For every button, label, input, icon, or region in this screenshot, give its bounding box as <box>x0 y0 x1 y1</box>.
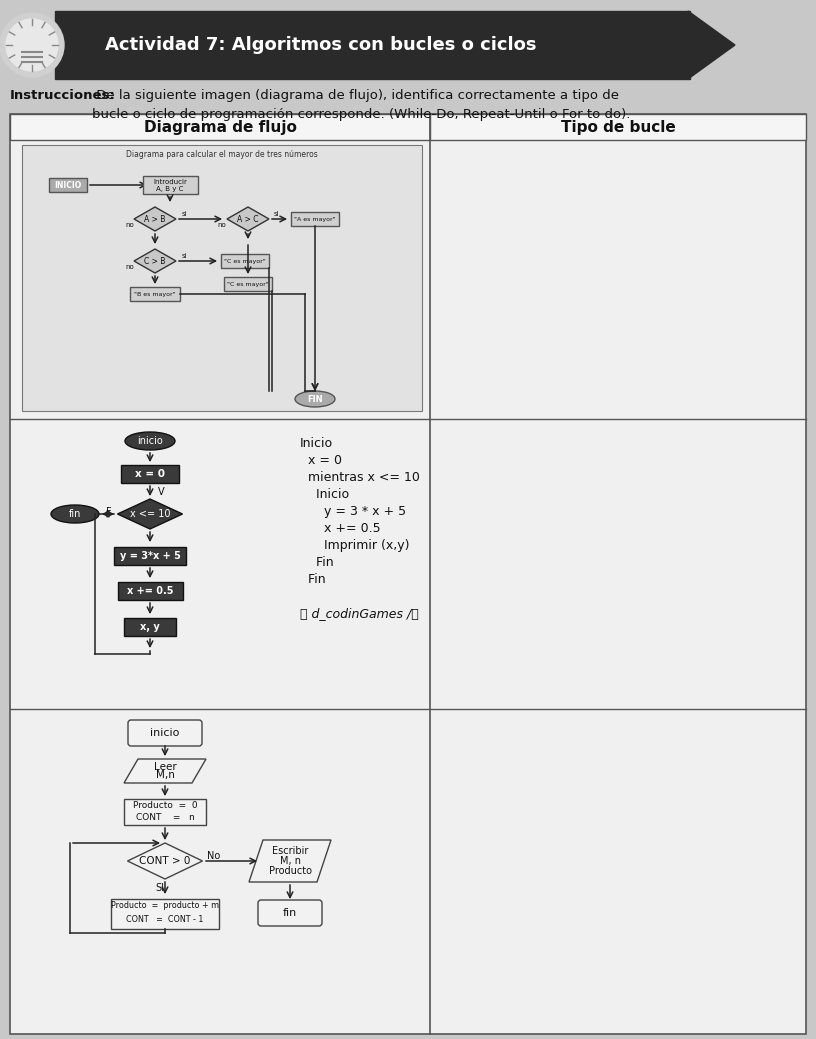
Ellipse shape <box>51 505 99 523</box>
Text: Actividad 7: Algoritmos con bucles o ciclos: Actividad 7: Algoritmos con bucles o cic… <box>105 36 536 54</box>
FancyBboxPatch shape <box>258 900 322 926</box>
Text: C > B: C > B <box>144 257 166 266</box>
Text: "C es mayor": "C es mayor" <box>224 259 266 264</box>
Text: V: V <box>158 487 165 497</box>
Text: M, n: M, n <box>280 856 300 865</box>
Polygon shape <box>227 207 269 231</box>
Text: Fin: Fin <box>300 556 334 569</box>
Text: si: si <box>274 211 280 217</box>
Text: "A es mayor": "A es mayor" <box>295 216 336 221</box>
Polygon shape <box>134 207 176 231</box>
Text: A > C: A > C <box>237 214 259 223</box>
Ellipse shape <box>295 391 335 407</box>
Text: CONT > 0: CONT > 0 <box>140 856 191 865</box>
Text: x = 0: x = 0 <box>300 454 342 467</box>
Text: si: si <box>182 211 188 217</box>
Bar <box>130 287 180 301</box>
Text: A, B y C: A, B y C <box>157 186 184 192</box>
Text: F: F <box>106 507 112 517</box>
Text: Fin: Fin <box>300 572 326 586</box>
Text: Leer: Leer <box>153 762 176 772</box>
Polygon shape <box>124 760 206 783</box>
Text: y = 3*x + 5: y = 3*x + 5 <box>120 551 180 561</box>
Text: SI: SI <box>156 883 165 893</box>
Text: Tipo de bucle: Tipo de bucle <box>561 119 676 134</box>
Text: no: no <box>125 222 134 228</box>
Polygon shape <box>55 11 690 79</box>
Text: fin: fin <box>283 908 297 918</box>
Bar <box>124 799 206 825</box>
Text: x += 0.5: x += 0.5 <box>126 586 173 596</box>
Polygon shape <box>249 840 331 882</box>
Text: Instrucciones:: Instrucciones: <box>10 89 116 102</box>
Text: x = 0: x = 0 <box>135 469 165 479</box>
Text: INICIO: INICIO <box>55 181 82 189</box>
Bar <box>221 254 269 268</box>
Bar <box>10 114 430 140</box>
Bar <box>22 145 422 411</box>
Bar <box>291 212 339 227</box>
Text: Diagrama para calcular el mayor de tres números: Diagrama para calcular el mayor de tres … <box>126 150 318 159</box>
Bar <box>10 114 806 1034</box>
Text: "C es mayor": "C es mayor" <box>227 282 269 287</box>
Bar <box>121 465 179 483</box>
Text: y = 3 * x + 5: y = 3 * x + 5 <box>300 505 406 518</box>
Text: Diagrama de flujo: Diagrama de flujo <box>144 119 296 134</box>
Bar <box>143 176 197 194</box>
Text: Imprimir (x,y): Imprimir (x,y) <box>300 539 410 552</box>
Text: No: No <box>207 851 220 861</box>
Text: inicio: inicio <box>150 728 180 738</box>
Text: no: no <box>217 222 226 228</box>
Text: Inicio: Inicio <box>300 437 333 450</box>
Bar <box>124 618 176 636</box>
Bar <box>430 114 806 140</box>
Bar <box>49 178 87 192</box>
Text: Inicio: Inicio <box>300 488 349 501</box>
Text: fin: fin <box>69 509 81 520</box>
Text: CONT   =  CONT - 1: CONT = CONT - 1 <box>126 915 204 925</box>
Text: A > B: A > B <box>144 214 166 223</box>
Text: "B es mayor": "B es mayor" <box>134 292 175 296</box>
Text: Producto: Producto <box>268 865 312 876</box>
Circle shape <box>0 14 64 77</box>
Ellipse shape <box>125 432 175 450</box>
Text: De la siguiente imagen (diagrama de flujo), identifica correctamente a tipo de
b: De la siguiente imagen (diagrama de fluj… <box>92 89 631 121</box>
Text: mientras x <= 10: mientras x <= 10 <box>300 471 420 484</box>
Circle shape <box>6 19 58 71</box>
Text: x, y: x, y <box>140 622 160 632</box>
Polygon shape <box>118 499 183 529</box>
Text: no: no <box>125 264 134 270</box>
FancyBboxPatch shape <box>128 720 202 746</box>
Bar <box>224 277 272 291</box>
Text: 〈 d_codinGames /〉: 〈 d_codinGames /〉 <box>300 607 419 620</box>
Bar <box>114 547 186 565</box>
Polygon shape <box>127 843 202 879</box>
Bar <box>118 582 183 600</box>
Text: si: si <box>182 254 188 259</box>
Text: Introducir: Introducir <box>153 179 187 185</box>
Text: x += 0.5: x += 0.5 <box>300 522 380 535</box>
Polygon shape <box>688 11 735 79</box>
Text: Producto  =  producto + m: Producto = producto + m <box>111 902 219 910</box>
Text: inicio: inicio <box>137 436 163 446</box>
Text: M,n: M,n <box>156 770 175 780</box>
Text: Producto  =  0: Producto = 0 <box>133 801 197 810</box>
Text: FIN: FIN <box>307 395 323 403</box>
Text: CONT    =   n: CONT = n <box>135 812 194 822</box>
Text: x <= 10: x <= 10 <box>130 509 171 520</box>
Bar <box>111 899 219 929</box>
Polygon shape <box>134 249 176 273</box>
Text: Escribir: Escribir <box>272 846 308 856</box>
